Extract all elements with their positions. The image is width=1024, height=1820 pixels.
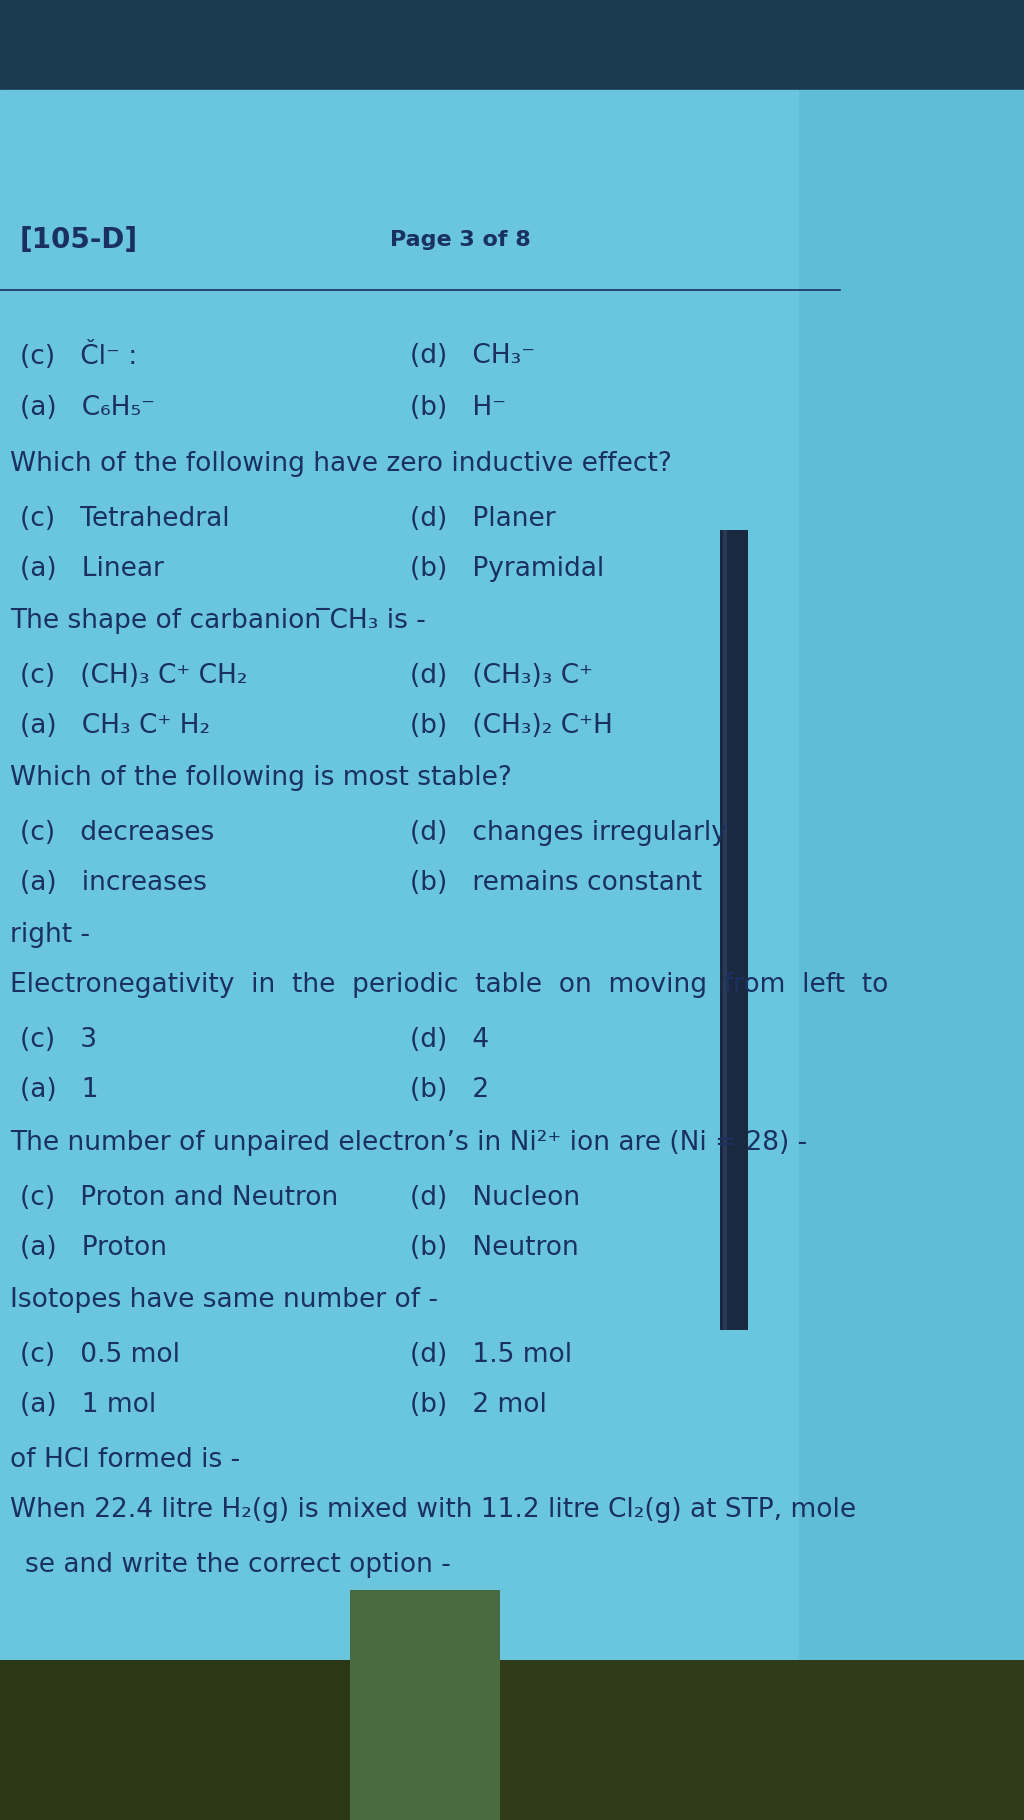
Text: right -: right - [10,923,90,948]
Bar [0,89,1024,1660]
Text: (c)   decreases: (c) decreases [20,821,214,846]
Text: (c)   Proton and Neutron: (c) Proton and Neutron [20,1185,338,1210]
Text: (d)   Nucleon: (d) Nucleon [410,1185,581,1210]
Polygon shape [0,89,1024,1820]
Text: (c)   Čl⁻ :: (c) Čl⁻ : [20,342,137,371]
Bar [720,530,748,1330]
Text: (a)   Linear: (a) Linear [20,555,164,582]
Text: se and write the correct option -: se and write the correct option - [25,1552,451,1578]
Text: Page 3 of 8: Page 3 of 8 [390,229,530,249]
Text: (c)   0.5 mol: (c) 0.5 mol [20,1341,180,1369]
Text: The number of unpaired electron’s in Ni²⁺ ion are (Ni = 28) -: The number of unpaired electron’s in Ni²… [10,1130,807,1156]
Text: (c)   Tetrahedral: (c) Tetrahedral [20,506,229,531]
Polygon shape [0,1660,350,1820]
Text: (b)   2 mol: (b) 2 mol [410,1392,547,1418]
Text: (d)   1.5 mol: (d) 1.5 mol [410,1341,572,1369]
Text: (a)   Proton: (a) Proton [20,1236,167,1261]
Text: (b)   (CH₃)₂ C⁺H: (b) (CH₃)₂ C⁺H [410,713,613,739]
Text: (d)   (CH₃)₃ C⁺: (d) (CH₃)₃ C⁺ [410,662,593,690]
Bar [0,0,1024,89]
Text: (d)   4: (d) 4 [410,1026,489,1054]
Text: (b)   2: (b) 2 [410,1077,489,1103]
Text: (c)   3: (c) 3 [20,1026,97,1054]
Polygon shape [500,1660,1024,1820]
Text: of HCl formed is -: of HCl formed is - [10,1447,240,1472]
Text: (b)   Pyramidal: (b) Pyramidal [410,555,604,582]
Text: (a)   1 mol: (a) 1 mol [20,1392,157,1418]
Text: (d)   Planer: (d) Planer [410,506,556,531]
Text: Which of the following have zero inductive effect?: Which of the following have zero inducti… [10,451,672,477]
Text: (a)   increases: (a) increases [20,870,207,895]
Text: (c)   (CH)₃ C⁺ CH₂: (c) (CH)₃ C⁺ CH₂ [20,662,248,690]
Text: Isotopes have same number of -: Isotopes have same number of - [10,1287,438,1312]
Text: (b)   H⁻: (b) H⁻ [410,395,506,420]
Bar [0,89,799,1660]
Polygon shape [350,1591,500,1820]
Text: Which of the following is most stable?: Which of the following is most stable? [10,764,512,792]
Text: (b)   Neutron: (b) Neutron [410,1236,579,1261]
Text: (a)   CH₃ C⁺ H₂: (a) CH₃ C⁺ H₂ [20,713,210,739]
Text: (a)   1: (a) 1 [20,1077,98,1103]
Bar [723,530,727,1330]
Text: (b)   remains constant: (b) remains constant [410,870,702,895]
Text: (d)   changes irregularly: (d) changes irregularly [410,821,727,846]
Text: (a)   C₆H₅⁻: (a) C₆H₅⁻ [20,395,155,420]
Text: When 22.4 litre H₂(g) is mixed with 11.2 litre Cl₂(g) at STP, mole: When 22.4 litre H₂(g) is mixed with 11.2… [10,1498,856,1523]
Text: (d)   CH₃⁻: (d) CH₃⁻ [410,342,536,369]
Text: [105-D]: [105-D] [20,226,138,255]
Text: The shape of carbanion ̅CH₃ is -: The shape of carbanion ̅CH₃ is - [10,608,426,633]
Text: Electronegativity  in  the  periodic  table  on  moving  from  left  to: Electronegativity in the periodic table … [10,972,889,997]
